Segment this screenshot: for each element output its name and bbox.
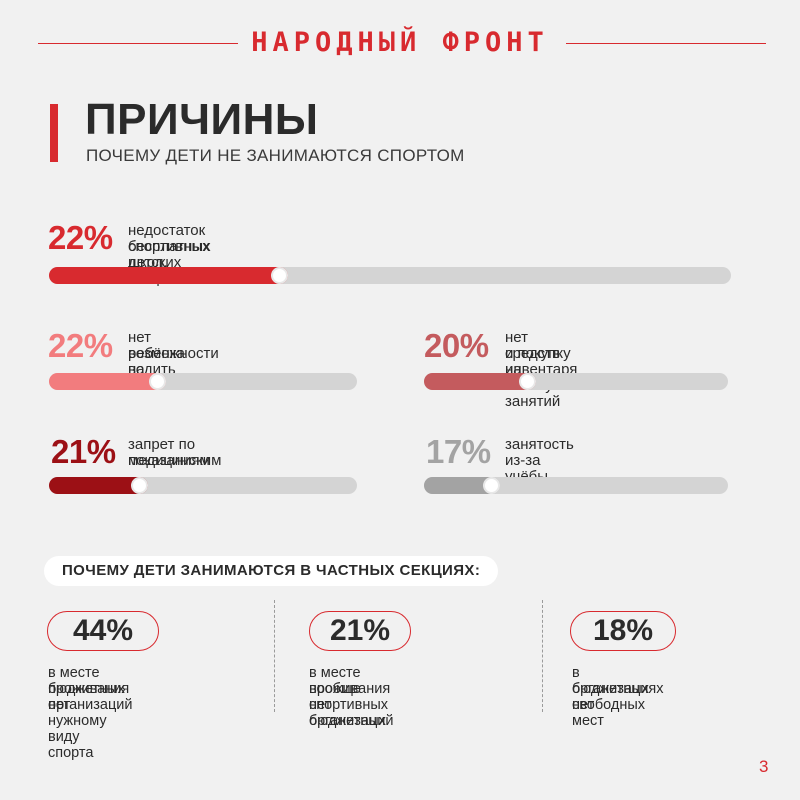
reason-progress-knob — [483, 477, 500, 494]
reason-description-line1: занятость — [505, 436, 574, 453]
reason-percent: 22% — [48, 327, 113, 364]
reason-progress-track — [424, 477, 728, 494]
private-description-line1: в месте проживания нет — [48, 665, 130, 713]
private-description-line2: организациях нет — [572, 681, 664, 713]
private-description-line2: вообще нет бюджетных — [309, 681, 386, 729]
brand-logo-text: НАРОДНЫЙ ФРОНТ — [251, 27, 549, 58]
private-percent-pill: 44% — [47, 611, 159, 651]
reason-progress-knob — [131, 477, 148, 494]
reason-progress-track — [49, 267, 731, 284]
reason-percent: 21% — [51, 433, 116, 470]
private-description-line3: по нужному виду спорта — [48, 697, 107, 761]
reason-progress-fill — [49, 477, 148, 494]
reason-percent: 17% — [426, 433, 491, 470]
reason-progress-fill — [424, 373, 536, 390]
private-description-line2: бюджетных организаций — [48, 681, 133, 713]
reason-description-line1: нет возможности водить — [128, 329, 219, 378]
reason-progress-fill — [49, 373, 166, 390]
reason-progress-fill — [424, 477, 500, 494]
column-divider — [542, 600, 543, 712]
private-percent-pill: 18% — [570, 611, 676, 651]
reason-percent: 20% — [424, 327, 489, 364]
header-rule-right — [566, 43, 766, 44]
private-section-heading: ПОЧЕМУ ДЕТИ ЗАНИМАЮТСЯ В ЧАСТНЫХ СЕКЦИЯХ… — [44, 556, 499, 586]
reason-percent: 22% — [48, 219, 113, 256]
private-description-line3: спортивных организаций — [309, 697, 394, 729]
private-percent-pill: 21% — [309, 611, 411, 651]
reason-progress-knob — [519, 373, 536, 390]
reason-description-line2: показаниям — [128, 452, 210, 469]
reason-description-line1: запрет по медицинским — [128, 436, 222, 469]
reason-description-line1: недостаток бесплатных детских — [128, 222, 211, 271]
page-title: ПРИЧИНЫ — [85, 95, 319, 144]
reason-progress-knob — [271, 267, 288, 284]
reason-progress-track — [424, 373, 728, 390]
reason-progress-track — [49, 477, 357, 494]
private-description-line3: свободных мест — [572, 697, 646, 729]
column-divider — [274, 600, 275, 712]
header-rule-left — [38, 43, 238, 44]
reason-progress-track — [49, 373, 357, 390]
page-number: 3 — [759, 757, 769, 776]
private-description-line1: в бюджетных — [572, 665, 649, 697]
reason-progress-fill — [49, 267, 288, 284]
page-subtitle: ПОЧЕМУ ДЕТИ НЕ ЗАНИМАЮТСЯ СПОРТОМ — [86, 146, 465, 165]
reason-progress-knob — [149, 373, 166, 390]
title-accent-bar — [50, 104, 58, 162]
private-description-line1: в месте проживания — [309, 665, 391, 697]
